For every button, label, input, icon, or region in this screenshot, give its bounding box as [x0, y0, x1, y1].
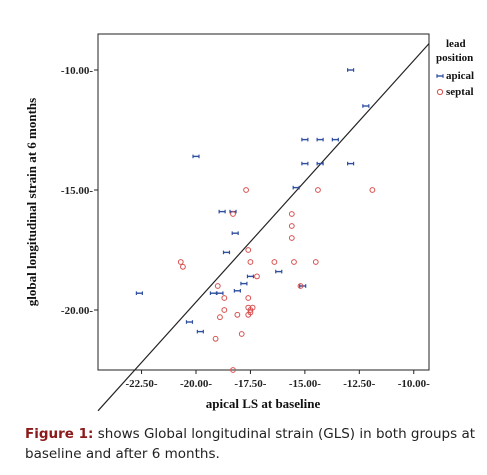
point-septal — [230, 211, 236, 217]
point-apical — [222, 250, 231, 255]
point-apical — [218, 209, 226, 214]
legend-marker-apical — [436, 74, 444, 78]
caption-label: Figure 1: — [25, 426, 94, 442]
point-apical — [316, 161, 324, 166]
legend-label-septal: septal — [446, 86, 474, 98]
point-apical — [301, 161, 309, 166]
y-axis-title: global longitudinal strain at 6 months — [24, 98, 39, 306]
point-septal — [297, 283, 304, 289]
point-apical — [292, 185, 300, 190]
point-apical — [301, 137, 309, 142]
point-septal — [177, 259, 184, 265]
point-septal — [291, 259, 297, 265]
point-apical — [347, 68, 355, 72]
point-apical — [240, 281, 248, 286]
x-tick-label: -22.50- — [126, 378, 158, 390]
caption-text: shows Global longitudinal strain (GLS) i… — [25, 426, 476, 462]
legend: lead position apical septal — [436, 38, 474, 98]
x-axis: -22.50- -20.00- -17.50- -15.00- -12.50- -10.0… — [126, 370, 430, 390]
point-apical — [316, 137, 324, 142]
point-septal — [217, 314, 223, 321]
x-tick-label: -10.00- — [398, 378, 430, 390]
point-septal — [238, 331, 245, 337]
point-septal — [288, 211, 295, 217]
point-apical — [233, 289, 241, 293]
point-apical — [347, 161, 355, 166]
x-tick-label: -20.00- — [180, 378, 212, 390]
point-septal — [312, 259, 319, 265]
point-septal — [288, 223, 295, 229]
point-septal — [221, 307, 228, 313]
legend-title-line1: lead — [446, 38, 466, 50]
point-septal — [214, 283, 221, 289]
point-septal — [247, 307, 254, 313]
legend-label-apical: apical — [446, 70, 474, 82]
x-tick-label: -12.50- — [343, 378, 375, 390]
plot-frame — [97, 33, 430, 371]
point-septal — [234, 311, 241, 318]
point-septal — [288, 235, 295, 241]
data-points — [135, 68, 376, 373]
legend-marker-septal — [436, 88, 444, 96]
y-axis: -10.00- -15.00- -20.00- — [61, 65, 98, 317]
point-septal — [230, 367, 236, 373]
point-septal — [315, 187, 321, 193]
reference-line — [97, 43, 430, 412]
point-apical — [185, 320, 194, 324]
point-septal — [271, 259, 278, 265]
point-septal — [243, 187, 249, 193]
legend-title-line2: position — [436, 52, 473, 64]
point-septal — [245, 311, 252, 318]
x-tick-label: -17.50- — [234, 378, 266, 390]
point-septal — [369, 187, 376, 193]
figure-caption: Figure 1: shows Global longitudinal stra… — [25, 424, 480, 464]
point-apical — [231, 231, 239, 235]
y-tick-label: -20.00- — [61, 305, 93, 317]
point-apical — [209, 291, 218, 295]
point-apical — [196, 329, 204, 334]
point-apical — [246, 274, 255, 279]
point-septal — [254, 273, 260, 280]
point-apical — [135, 291, 143, 295]
point-septal — [212, 335, 219, 342]
point-apical — [275, 269, 283, 274]
point-septal — [245, 295, 252, 301]
point-septal — [180, 263, 186, 270]
scatter-chart: -22.50- -20.00- -17.50- -15.00- -12.50- -10.0… — [24, 33, 474, 412]
y-tick-label: -10.00- — [61, 65, 93, 77]
point-apical — [362, 104, 370, 108]
y-tick-label: -15.00- — [61, 185, 93, 197]
point-septal — [245, 247, 252, 253]
point-apical — [331, 137, 339, 142]
point-septal — [247, 259, 254, 265]
x-axis-title: apical LS at baseline — [206, 396, 321, 411]
point-apical — [192, 154, 200, 159]
point-septal — [221, 295, 228, 301]
x-tick-label: -15.00- — [289, 378, 321, 390]
